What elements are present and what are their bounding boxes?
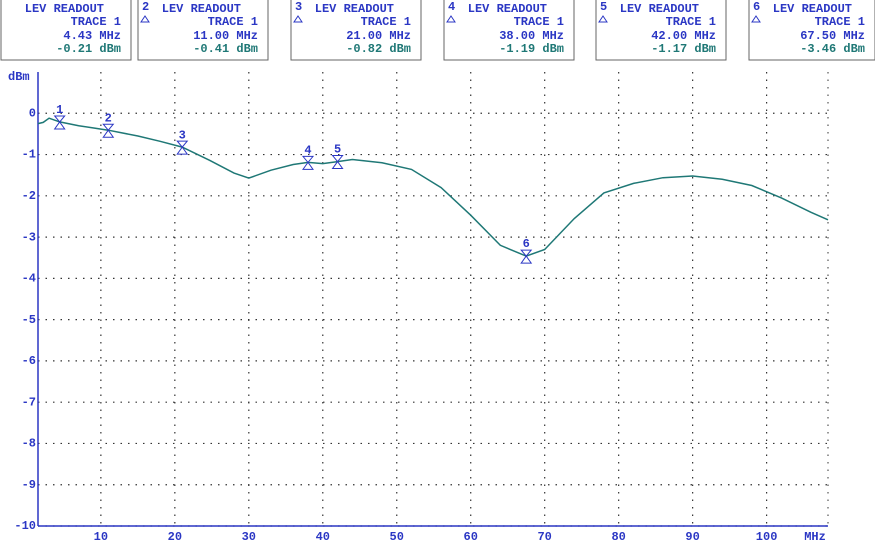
marker (176, 140, 189, 155)
marker (102, 123, 115, 138)
x-tick-label: 20 (168, 530, 182, 544)
readout-title: LEV READOUT (773, 2, 852, 16)
readout-title: LEV READOUT (162, 2, 241, 16)
y-tick-label: -7 (22, 395, 36, 409)
readout-frequency: 11.00 MHz (193, 29, 258, 43)
readout-marker-number: 5 (600, 0, 607, 14)
readout-trace: TRACE 1 (71, 15, 121, 29)
marker-label: 1 (56, 103, 63, 117)
readout-trace: TRACE 1 (208, 15, 258, 29)
readout-level: -1.17 dBm (651, 42, 716, 56)
y-tick-label: -4 (22, 272, 36, 286)
readout-marker-number: 3 (295, 0, 302, 14)
x-axis-label: MHz (804, 530, 826, 544)
marker-label: 3 (179, 128, 186, 142)
readout-marker-icon (140, 15, 150, 23)
readout-title: LEV READOUT (315, 2, 394, 16)
y-tick-label: 0 (29, 106, 36, 120)
marker (520, 249, 533, 264)
marker (53, 115, 66, 130)
readout-box (290, 0, 422, 61)
x-tick-label: 10 (94, 530, 108, 544)
readout-level: -3.46 dBm (800, 42, 865, 56)
readout-title: LEV READOUT (468, 2, 547, 16)
readout-frequency: 38.00 MHz (499, 29, 564, 43)
readout-marker-icon (751, 15, 761, 23)
y-tick-label: -9 (22, 478, 36, 492)
readout-frequency: 4.43 MHz (63, 29, 121, 43)
readout-frequency: 21.00 MHz (346, 29, 411, 43)
readout-box (595, 0, 727, 61)
readout-trace: TRACE 1 (666, 15, 716, 29)
readout-box (748, 0, 875, 61)
readout-trace: TRACE 1 (361, 15, 411, 29)
readout-marker-icon (293, 15, 303, 23)
readout-marker-number: 4 (448, 0, 455, 14)
marker-label: 5 (334, 143, 341, 157)
y-tick-label: -2 (22, 189, 36, 203)
readout-level: -0.21 dBm (56, 42, 121, 56)
y-tick-label: -10 (14, 519, 36, 533)
x-tick-label: 90 (685, 530, 699, 544)
readout-box (0, 0, 132, 61)
readout-marker-number: 6 (753, 0, 760, 14)
readout-marker-icon (446, 15, 456, 23)
readout-marker-icon (598, 15, 608, 23)
marker-label: 2 (105, 111, 112, 125)
readout-level: -0.82 dBm (346, 42, 411, 56)
x-tick-label: 70 (537, 530, 551, 544)
readout-title: LEV READOUT (620, 2, 699, 16)
readout-trace: TRACE 1 (514, 15, 564, 29)
x-tick-label: 40 (316, 530, 330, 544)
readout-frequency: 67.50 MHz (800, 29, 865, 43)
y-tick-label: -3 (22, 230, 36, 244)
readout-box (443, 0, 575, 61)
x-tick-label: 50 (390, 530, 404, 544)
readout-level: -0.41 dBm (193, 42, 258, 56)
y-axis-label: dBm (8, 70, 30, 84)
marker (301, 155, 315, 170)
marker-label: 4 (304, 144, 311, 158)
readout-marker-number: 2 (142, 0, 149, 14)
y-tick-label: -8 (22, 437, 36, 451)
y-tick-label: -1 (22, 148, 36, 162)
x-tick-label: 100 (756, 530, 778, 544)
trace (37, 117, 829, 257)
readout-title: LEV READOUT (25, 2, 104, 16)
readout-frequency: 42.00 MHz (651, 29, 716, 43)
x-tick-label: 60 (464, 530, 478, 544)
marker-label: 6 (523, 237, 530, 251)
readout-trace: TRACE 1 (815, 15, 865, 29)
marker (331, 155, 344, 170)
readout-box (137, 0, 269, 61)
readout-level: -1.19 dBm (499, 42, 564, 56)
x-tick-label: 80 (611, 530, 625, 544)
y-tick-label: -6 (22, 354, 36, 368)
y-tick-label: -5 (22, 313, 36, 327)
x-tick-label: 30 (242, 530, 256, 544)
